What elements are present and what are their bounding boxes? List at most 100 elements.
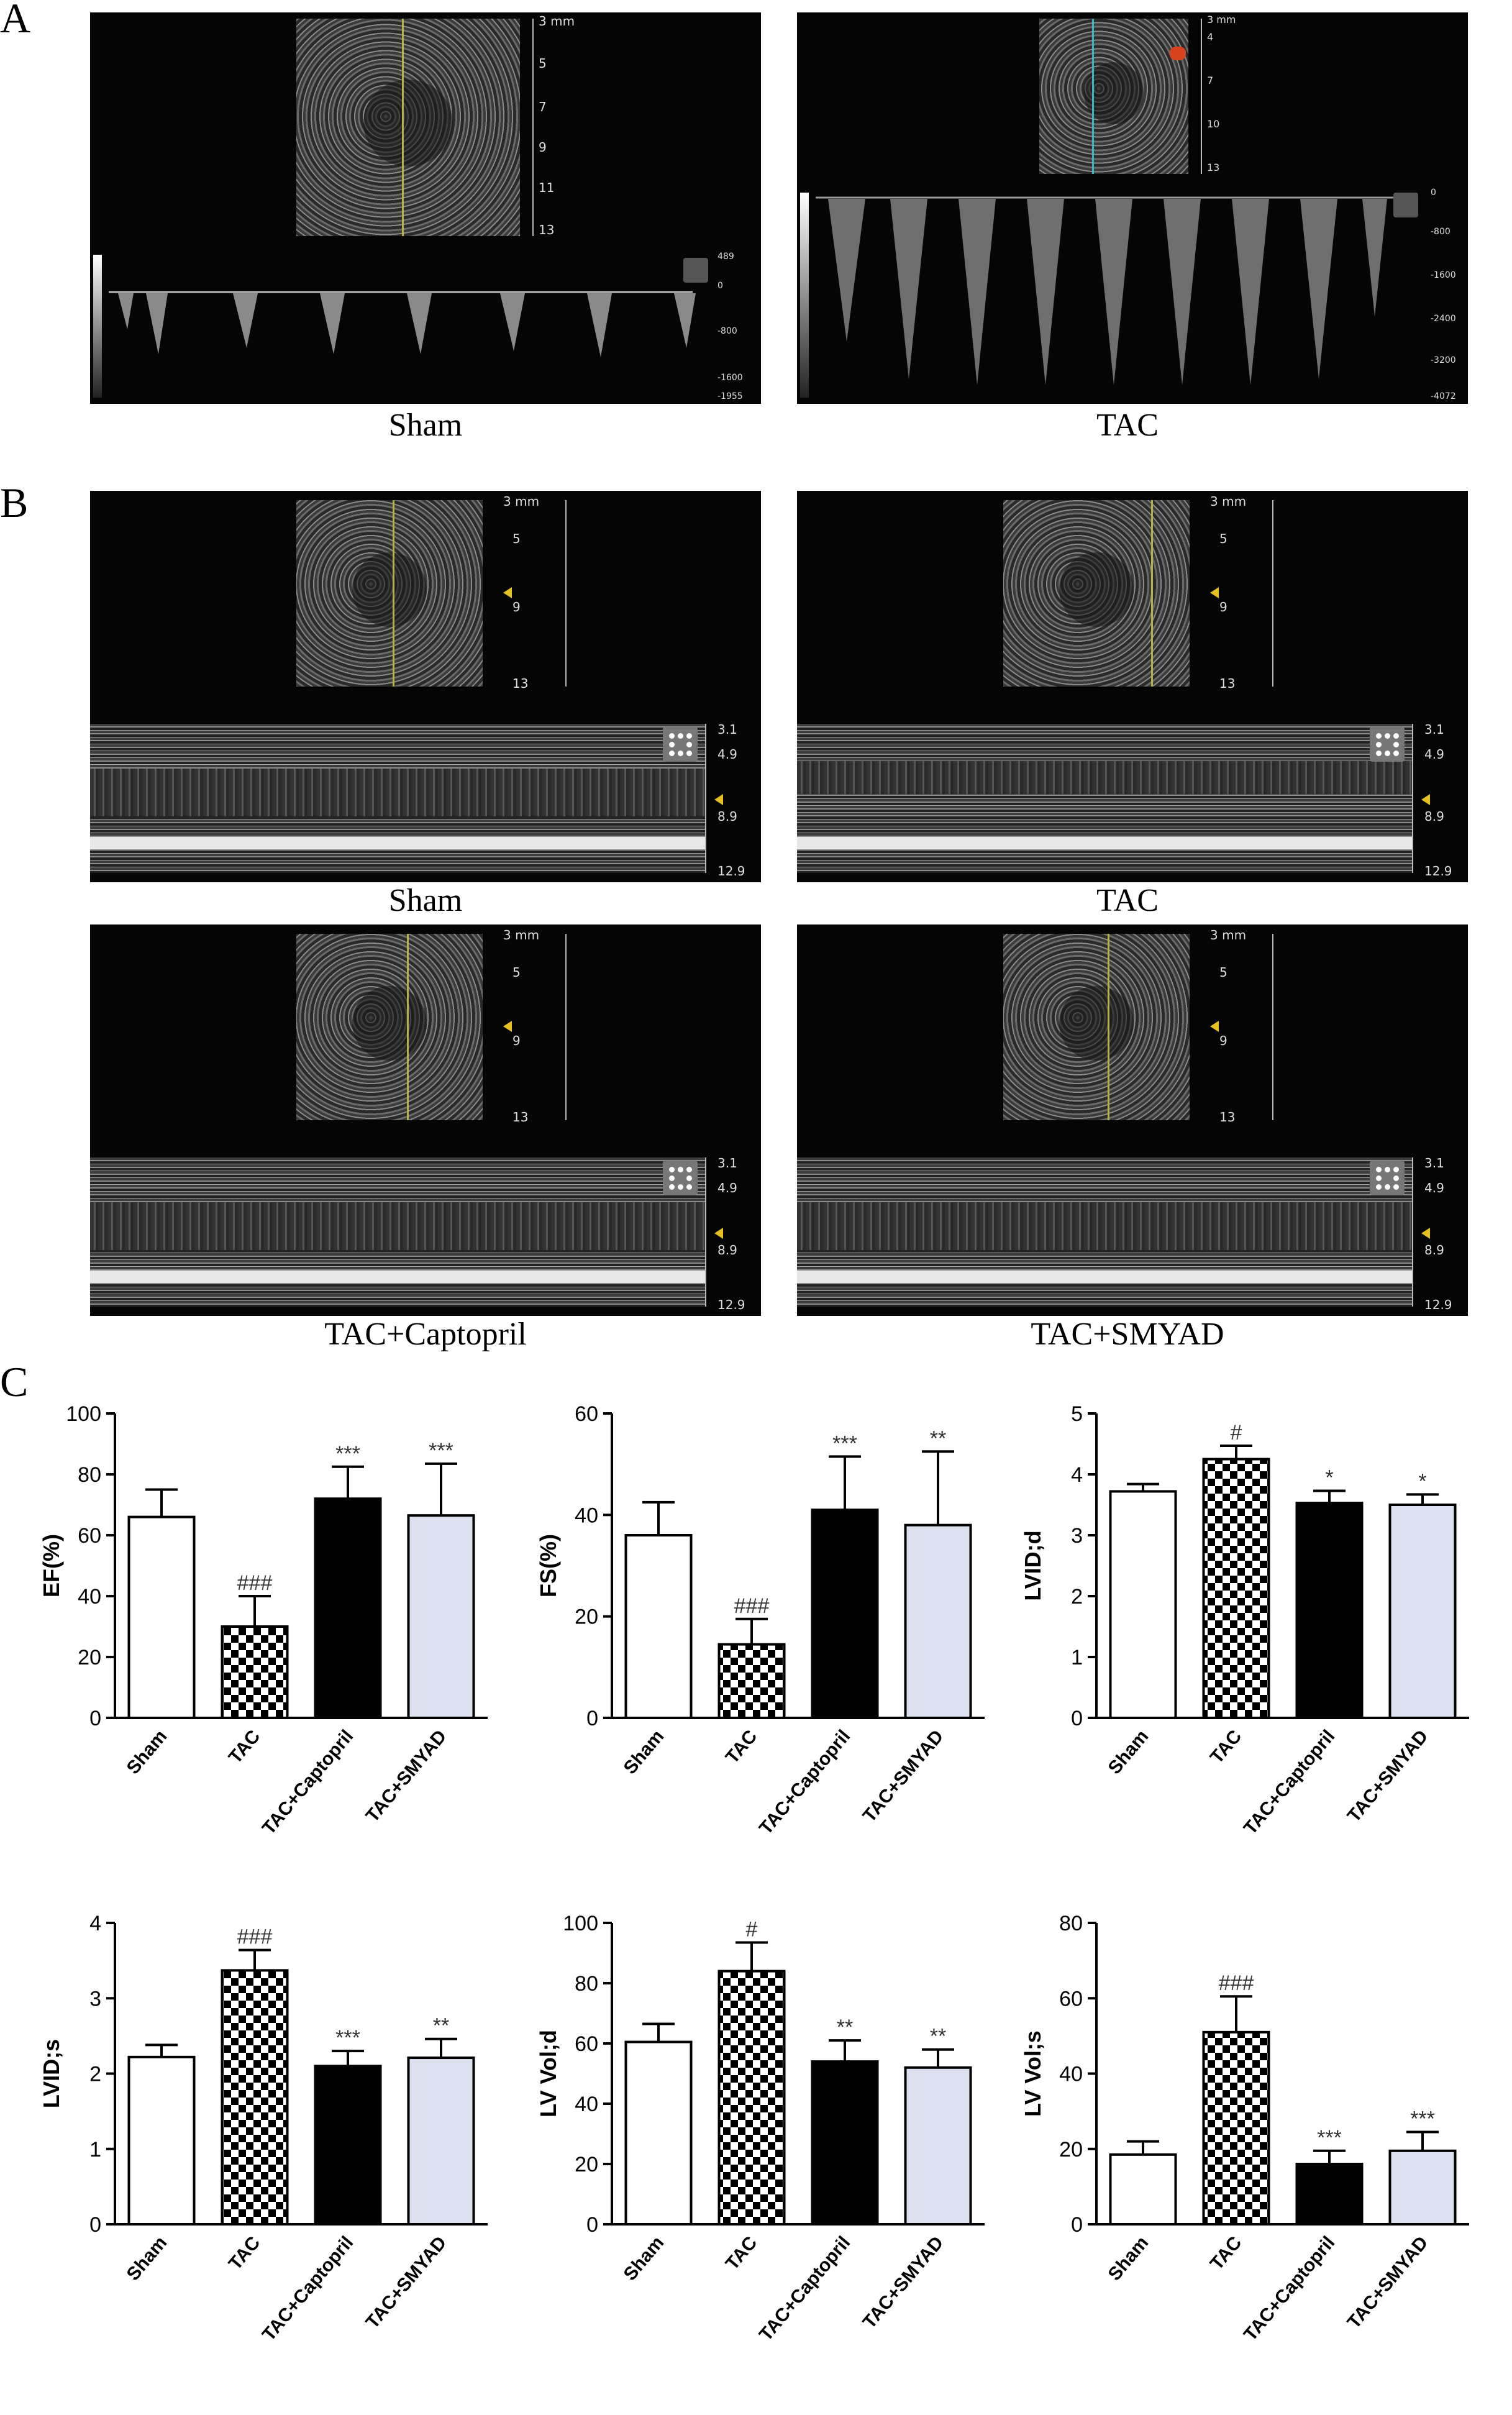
significance-label: *** <box>335 1442 360 1466</box>
depth-ruler <box>1272 934 1273 1120</box>
x-tick-label: TAC <box>1206 1726 1246 1768</box>
mmode-tick: 12.9 <box>717 864 745 879</box>
depth-ruler <box>1272 500 1273 687</box>
velocity-tick: -1955 <box>717 391 743 401</box>
mmode-tick: 8.9 <box>717 809 737 824</box>
significance-label: ### <box>237 1925 273 1949</box>
bar-chart-6: 0 20 40 60 80 LV Vol;s Sham ### TAC *** TAC+Captop… <box>1020 1912 1469 2345</box>
x-tick-label: TAC+SMYAD <box>362 2232 451 2332</box>
velocity-tick: 0 <box>717 281 723 291</box>
bar-tac <box>717 1970 786 2226</box>
bar-tac-smyad <box>904 1523 972 1720</box>
x-tick-label: TAC+SMYAD <box>859 1726 948 1826</box>
depth-tick: 3 mm <box>1210 928 1247 943</box>
caption-b-tac: TAC <box>1096 883 1159 918</box>
bar-chart-1: 0 20 40 60 80 100 EF(%) Sham ### TAC *** TAC+Captop… <box>39 1404 488 1838</box>
mmode-tick: 4.9 <box>1424 747 1444 762</box>
significance-label: ### <box>1219 1971 1254 1995</box>
x-tick-label: TAC+Captopril <box>755 1726 854 1838</box>
depth-tick: 9 <box>1219 1033 1227 1048</box>
mmode-image-captopril: 3 mm 5 9 13 3.1 4.9 8.9 12.9 <box>90 924 761 1316</box>
y-tick-label: 80 <box>1059 1912 1083 1935</box>
y-tick-label: 100 <box>66 1404 101 1426</box>
x-tick-label: Sham <box>620 2232 668 2285</box>
depth-tick: 7 <box>539 99 547 114</box>
velocity-tick: 0 <box>1431 188 1436 198</box>
depth-tick: 13 <box>1219 676 1236 691</box>
significance-label: # <box>1231 1421 1242 1445</box>
bar-tac <box>1202 1458 1270 1719</box>
y-tick-label: 0 <box>586 1707 598 1730</box>
velocity-tick: -1600 <box>717 373 743 383</box>
bar-tac <box>1202 2030 1270 2226</box>
doppler-image-sham: 3 mm 5 7 9 11 13 489 0 -800 -1600 -1955 <box>90 12 761 404</box>
y-tick-label: 2 <box>89 2063 101 2086</box>
depth-tick: 3 mm <box>539 14 575 29</box>
bar-tac-captopril <box>811 1509 879 1720</box>
cursor-line <box>1108 934 1109 1120</box>
panel-letter-c: C <box>0 1358 29 1405</box>
velocity-tick: -4072 <box>1431 391 1456 401</box>
depth-tick: 3 mm <box>1210 494 1247 509</box>
x-tick-label: TAC+Captopril <box>258 1726 357 1838</box>
bar-chart-5: 0 20 40 60 80 100 LV Vol;d Sham # TAC ** TAC+Captop… <box>535 1912 985 2345</box>
x-tick-label: Sham <box>1104 1726 1153 1778</box>
cursor-line <box>1151 500 1153 687</box>
y-tick-label: 40 <box>575 1504 598 1527</box>
y-tick-label: 40 <box>78 1585 101 1609</box>
color-flow-marker <box>1170 47 1186 60</box>
y-tick-label: 20 <box>575 2153 598 2176</box>
y-tick-label: 80 <box>78 1463 101 1487</box>
x-tick-label: Sham <box>123 1726 171 1778</box>
depth-tick: 9 <box>512 600 521 614</box>
bar-tac-smyad <box>407 1514 475 1719</box>
panel-letter-b: B <box>0 479 29 526</box>
y-tick-label: 20 <box>1059 2138 1083 2162</box>
x-tick-label: TAC <box>225 1726 264 1768</box>
x-tick-label: TAC+Captopril <box>755 2232 854 2345</box>
grayscale-bar <box>800 193 809 398</box>
mmode-tick: 4.9 <box>717 747 737 762</box>
marker-icon <box>1210 587 1219 598</box>
x-tick-label: TAC+SMYAD <box>1344 1726 1432 1826</box>
bmode-image <box>296 934 483 1120</box>
depth-tick: 11 <box>539 180 555 195</box>
mmode-tick: 12.9 <box>717 1297 745 1312</box>
significance-label: * <box>1418 1469 1426 1493</box>
significance-label: *** <box>429 1439 453 1463</box>
marker-icon <box>1210 1021 1219 1032</box>
depth-ruler <box>565 934 567 1120</box>
bar-chart-2: 0 20 40 60 FS(%) Sham ### TAC *** TAC+Captopril **… <box>535 1404 985 1838</box>
significance-label: ** <box>433 2014 449 2038</box>
y-tick-label: 1 <box>89 2138 101 2162</box>
y-tick-label: 1 <box>1071 1646 1083 1669</box>
y-tick-label: 80 <box>575 1972 598 1996</box>
velocity-tick: -1600 <box>1431 270 1456 280</box>
mmode-tick: 3.1 <box>717 1156 737 1171</box>
y-tick-label: 100 <box>563 1912 598 1935</box>
x-tick-label: Sham <box>620 1726 668 1778</box>
bmode-image <box>296 500 483 687</box>
depth-tick: 13 <box>512 676 529 691</box>
scale-icon <box>663 1161 698 1195</box>
y-tick-label: 60 <box>575 2032 598 2056</box>
significance-label: ** <box>837 2016 853 2039</box>
significance-label: *** <box>335 2026 360 2050</box>
significance-label: ** <box>930 2025 946 2048</box>
bmode-image <box>1039 19 1188 174</box>
bmode-image <box>1003 934 1190 1120</box>
bar-chart-3: 0 1 2 3 4 5 LVID;d Sham # TAC * TAC+Captopril * TAC+S… <box>1020 1404 1469 1838</box>
y-axis-label: EF(%) <box>39 1534 64 1597</box>
velocity-tick: -800 <box>1431 227 1451 237</box>
bar-charts-panel: 020406080100EF(%)Sham###TAC***TAC+Captop… <box>39 1404 1469 2345</box>
significance-label: * <box>1325 1466 1333 1489</box>
depth-tick: 13 <box>512 1110 529 1125</box>
mmode-trace <box>90 1157 705 1307</box>
mmode-tick: 8.9 <box>717 1243 737 1258</box>
x-tick-label: TAC+SMYAD <box>859 2232 948 2332</box>
significance-label: *** <box>1410 2107 1435 2130</box>
cursor-line <box>407 934 409 1120</box>
velocity-tick: -3200 <box>1431 355 1456 365</box>
depth-tick: 13 <box>1207 162 1220 173</box>
bar-sham <box>1109 2153 1177 2226</box>
